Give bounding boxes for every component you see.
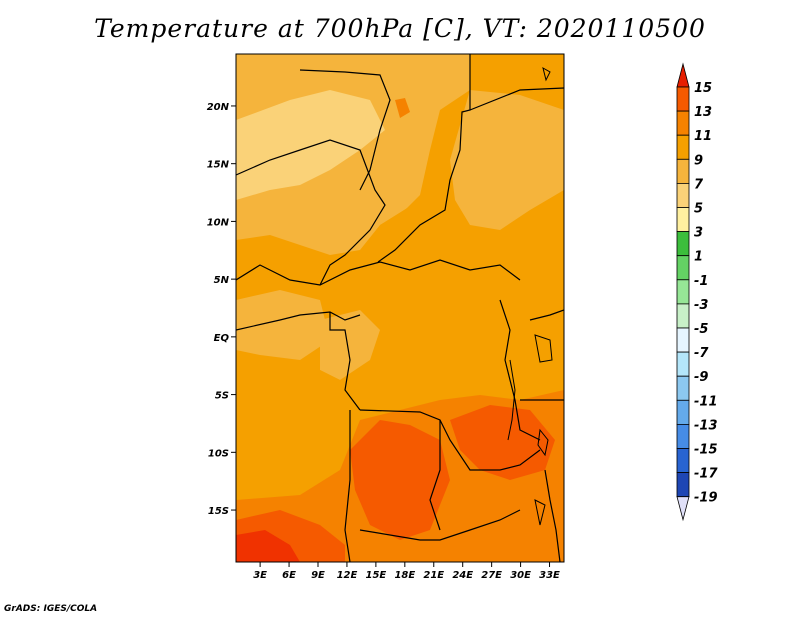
contour-9-southwest [236, 360, 360, 510]
contour-9-central [380, 200, 520, 330]
colorbar-box [676, 110, 690, 136]
colorbar: 15 13 11 9 7 5 3 1 -1 -3 -5 -7 -9 -11 -13 -15 -17 -19 [676, 62, 718, 522]
colorbar-box [676, 303, 690, 329]
lon-tick-label: 24E [452, 570, 473, 581]
colorbar-box [676, 448, 690, 474]
colorbar-bottom-arrow [676, 496, 690, 522]
colorbar-label: 3 [694, 226, 703, 241]
contour-7-east [450, 90, 564, 230]
colorbar-label: -15 [694, 443, 718, 458]
lat-tick-label: 5S [215, 391, 229, 402]
lon-tick-label: 3E [253, 570, 267, 581]
colorbar-label: 5 [694, 202, 703, 217]
colorbar-label: -19 [694, 491, 718, 506]
colorbar-label: -9 [694, 370, 708, 385]
temperature-field [236, 54, 564, 562]
lon-tick-label: 15E [366, 570, 387, 581]
lon-tick-label: 30E [510, 570, 531, 581]
colorbar-label: 13 [694, 105, 712, 120]
colorbar-box [676, 158, 690, 184]
colorbar-label: -3 [694, 298, 708, 313]
contour-7-west-coast [236, 290, 330, 360]
colorbar-label: 1 [694, 250, 703, 265]
colorbar-label: 9 [694, 153, 703, 168]
contour-13-south-central [350, 420, 450, 540]
lat-tick-label: 15N [207, 160, 230, 171]
colorbar-box [676, 327, 690, 353]
colorbar-label: 11 [694, 129, 712, 144]
lat-tick-label: 5N [214, 275, 230, 286]
credit-label: GrADS: IGES/COLA [4, 604, 98, 614]
colorbar-box [676, 231, 690, 257]
colorbar-box [676, 423, 690, 449]
longitude-axis: 3E 6E 9E 12E 15E 18E 21E 24E 27E 30E 33E [253, 562, 560, 581]
contour-15-southwest-corner [236, 530, 300, 562]
colorbar-box [676, 279, 690, 305]
contour-5-north [236, 90, 385, 200]
colorbar-box [676, 255, 690, 281]
latitude-axis: 20N 15N 10N 5N EQ 5S 10S 15S [207, 102, 236, 517]
colorbar-top-arrow [676, 62, 690, 88]
lon-tick-label: 12E [337, 570, 358, 581]
colorbar-box [676, 472, 690, 498]
colorbar-label: -1 [694, 274, 708, 289]
lon-tick-label: 27E [481, 570, 502, 581]
lon-tick-label: 33E [539, 570, 560, 581]
contour-7-congo [320, 310, 380, 380]
colorbar-box [676, 182, 690, 208]
lat-tick-label: 10N [207, 217, 230, 228]
colorbar-label: -13 [694, 418, 718, 433]
contour-13-east [450, 405, 555, 480]
colorbar-label: -17 [694, 467, 718, 482]
colorbar-box [676, 399, 690, 425]
colorbar-box [676, 207, 690, 233]
colorbar-label: -5 [694, 322, 708, 337]
lon-tick-label: 9E [311, 570, 325, 581]
lat-tick-label: 15S [208, 506, 229, 517]
colorbar-box [676, 86, 690, 112]
lat-tick-label: EQ [214, 333, 230, 344]
lakes [507, 66, 553, 526]
contour-11-north-spot [395, 98, 410, 118]
country-borders [236, 54, 564, 562]
lat-tick-label: 20N [207, 102, 230, 113]
lon-tick-label: 18E [394, 570, 415, 581]
colorbar-label: 15 [694, 81, 712, 96]
colorbar-label: -11 [694, 394, 718, 409]
colorbar-label: 7 [694, 177, 704, 192]
colorbar-box [676, 375, 690, 401]
colorbar-box [676, 351, 690, 377]
colorbar-label: -7 [694, 346, 709, 361]
map-frame [235, 53, 565, 563]
map-title: Temperature at 700hPa [C], VT: 202011050… [94, 14, 706, 43]
lat-tick-label: 10S [208, 448, 229, 459]
lon-tick-label: 6E [282, 570, 296, 581]
colorbar-box [676, 134, 690, 160]
lon-tick-label: 21E [423, 570, 444, 581]
